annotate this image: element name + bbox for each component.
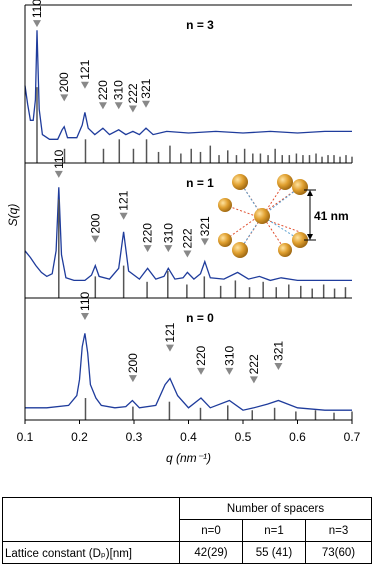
peak-marker xyxy=(128,375,137,383)
column-header: n=3 xyxy=(305,519,372,542)
peak-marker xyxy=(143,245,152,253)
peak-marker xyxy=(274,362,283,370)
x-tick-label: 0.4 xyxy=(180,430,197,444)
peak-marker xyxy=(98,102,107,110)
curve xyxy=(24,30,352,140)
peak-label: 110 xyxy=(30,0,44,18)
peak-marker xyxy=(197,367,206,375)
peak-label: 321 xyxy=(271,341,285,361)
cell: 42(29) xyxy=(179,541,243,564)
peak-label: 222 xyxy=(126,83,140,103)
peak-label: 200 xyxy=(88,213,102,233)
empty-cell xyxy=(2,497,180,542)
peak-label: 222 xyxy=(180,228,194,248)
peak-marker xyxy=(54,170,63,178)
peak-label: 121 xyxy=(163,322,177,342)
peak-label: 110 xyxy=(78,292,92,311)
peak-marker xyxy=(200,238,209,246)
y-axis-label: S(q) xyxy=(6,204,20,227)
x-tick-label: 0.5 xyxy=(235,430,252,444)
peak-label: 321 xyxy=(198,216,212,236)
peak-marker xyxy=(225,367,234,375)
peak-label: 222 xyxy=(247,354,261,374)
peak-marker xyxy=(249,376,258,384)
peak-label: 110 xyxy=(52,149,66,168)
peak-marker xyxy=(60,94,69,102)
peak-marker xyxy=(91,235,100,243)
table-header: Number of spacers xyxy=(179,497,372,520)
peak-label: 310 xyxy=(112,80,126,100)
peak-label: 121 xyxy=(117,190,131,210)
peak-marker xyxy=(165,344,174,352)
row-label: Lattice constant (Dₚ)[nm] xyxy=(2,541,180,564)
peak-marker xyxy=(114,102,123,110)
x-tick-label: 0.3 xyxy=(126,430,143,444)
column-header: n=1 xyxy=(242,519,306,542)
peak-label: 321 xyxy=(139,78,153,98)
peak-marker xyxy=(32,20,41,28)
peak-marker xyxy=(80,81,89,89)
peak-label: 310 xyxy=(222,346,236,366)
panel-title: n = 1 xyxy=(186,176,214,190)
peak-marker xyxy=(128,105,137,113)
peak-label: 220 xyxy=(141,223,155,243)
peak-label: 220 xyxy=(194,346,208,366)
peak-label: 200 xyxy=(126,353,140,373)
curve xyxy=(24,187,352,282)
inset-structure xyxy=(218,174,316,258)
peak-marker xyxy=(119,212,128,220)
chart: q (nm⁻¹)0.70.60.50.40.30.20.132122231022… xyxy=(6,0,361,465)
peak-label: 220 xyxy=(96,80,110,100)
panel-title: n = 0 xyxy=(186,311,214,325)
peak-label: 200 xyxy=(57,72,71,92)
column-header: n=0 xyxy=(179,519,243,542)
lattice-table: Number of spacers n=0 n=1 n=3 Lattice co… xyxy=(2,497,372,564)
cell: 55 (41) xyxy=(242,541,306,564)
peak-marker xyxy=(141,100,150,108)
cell: 73(60) xyxy=(305,541,372,564)
x-tick-label: 0.7 xyxy=(344,430,361,444)
curve xyxy=(25,333,352,411)
x-tick-label: 0.6 xyxy=(289,430,306,444)
inset-label: 41 nm xyxy=(314,209,349,223)
x-tick-label: 0.2 xyxy=(71,430,88,444)
x-axis-label: q (nm⁻¹) xyxy=(166,451,211,465)
panel-title: n = 3 xyxy=(186,18,214,32)
peak-label: 121 xyxy=(78,59,92,79)
x-tick-label: 0.1 xyxy=(17,430,34,444)
peak-marker xyxy=(80,312,89,320)
peak-marker xyxy=(183,250,192,258)
peak-marker xyxy=(164,245,173,253)
peak-label: 310 xyxy=(161,223,175,243)
